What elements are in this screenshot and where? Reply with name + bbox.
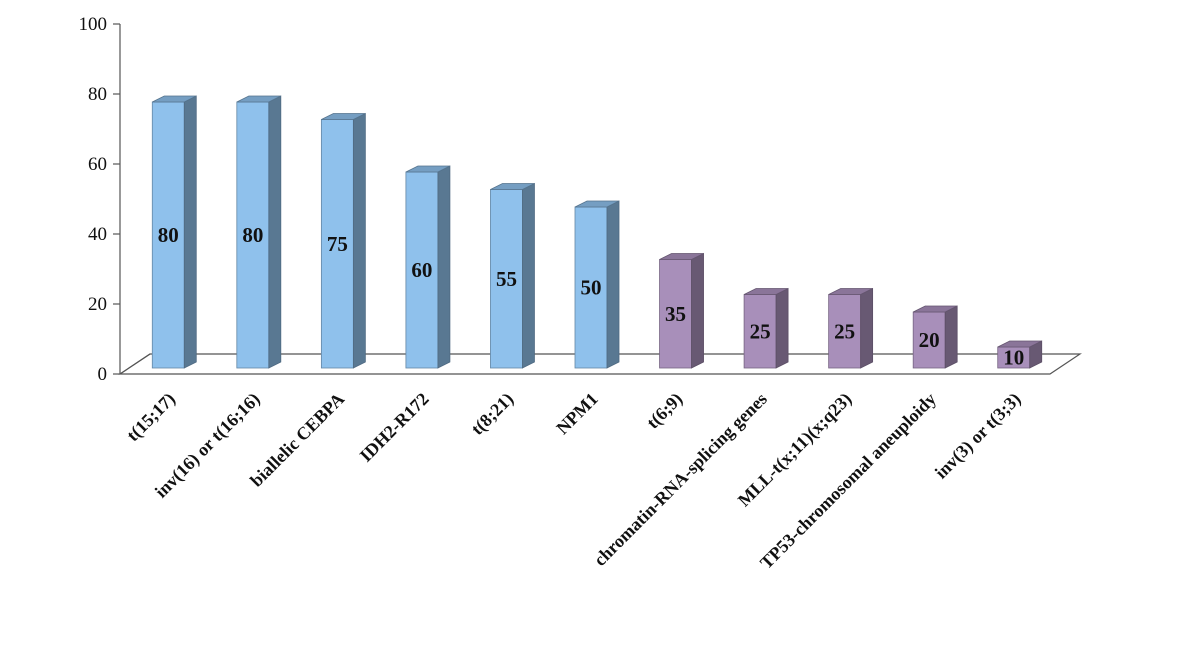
- x-tick-label: TP53-chromosomal aneuploidy: [756, 389, 940, 573]
- bar: [828, 294, 862, 369]
- bar-side: [691, 252, 704, 369]
- data-label: 20: [919, 328, 940, 352]
- bar: [659, 259, 692, 369]
- bar-side: [437, 165, 451, 369]
- bar-side: [860, 287, 874, 369]
- data-label: 75: [327, 232, 348, 256]
- bar-top: [743, 288, 789, 295]
- bar-side: [775, 287, 789, 369]
- x-tick-label: t(8;21): [467, 389, 518, 440]
- y-tick-label: 100: [79, 14, 108, 35]
- bar-side: [352, 112, 366, 369]
- x-tick-label: NPM1: [552, 389, 601, 438]
- bar-top: [913, 305, 958, 313]
- bar-top: [490, 183, 535, 190]
- data-label: 25: [750, 319, 771, 343]
- bar-top: [405, 165, 451, 173]
- data-label: 25: [834, 319, 855, 343]
- bar-side: [268, 95, 282, 369]
- bar: [236, 101, 270, 369]
- data-label: 50: [581, 276, 602, 300]
- data-label: 80: [242, 223, 263, 247]
- y-tick-label: 80: [88, 84, 107, 105]
- bar: [574, 206, 608, 369]
- bar-side: [183, 95, 197, 369]
- data-label: 60: [411, 258, 432, 282]
- bar-top: [152, 95, 197, 103]
- bar-top: [236, 95, 281, 103]
- y-tick-label: 40: [88, 224, 107, 245]
- bar-top: [321, 113, 366, 120]
- bar: [151, 101, 185, 369]
- y-tick-label: 0: [98, 364, 108, 385]
- x-tick-label: t(15;17): [123, 389, 180, 446]
- data-label: 10: [1003, 346, 1024, 370]
- x-tick-label: inv(3) or t(3;3): [931, 389, 1026, 484]
- bar: [743, 294, 777, 369]
- bar-side: [606, 200, 620, 369]
- x-tick-label: t(6;9): [643, 389, 688, 434]
- bar-top: [997, 340, 1042, 348]
- y-tick-label: 20: [88, 294, 107, 315]
- data-label: 35: [665, 302, 686, 326]
- x-tick-label: chromatin-RNA-splicing genes: [590, 389, 771, 570]
- bar-side: [944, 305, 958, 369]
- bar-side: [522, 182, 535, 369]
- bar-top: [828, 288, 873, 295]
- bar-top: [574, 200, 620, 208]
- y-tick-label: 60: [88, 154, 107, 175]
- x-tick-label: IDH2-R172: [356, 389, 433, 466]
- bar-top: [659, 253, 704, 260]
- data-label: 55: [496, 267, 517, 291]
- floor-left-edge: [119, 353, 151, 375]
- data-label: 80: [158, 223, 179, 247]
